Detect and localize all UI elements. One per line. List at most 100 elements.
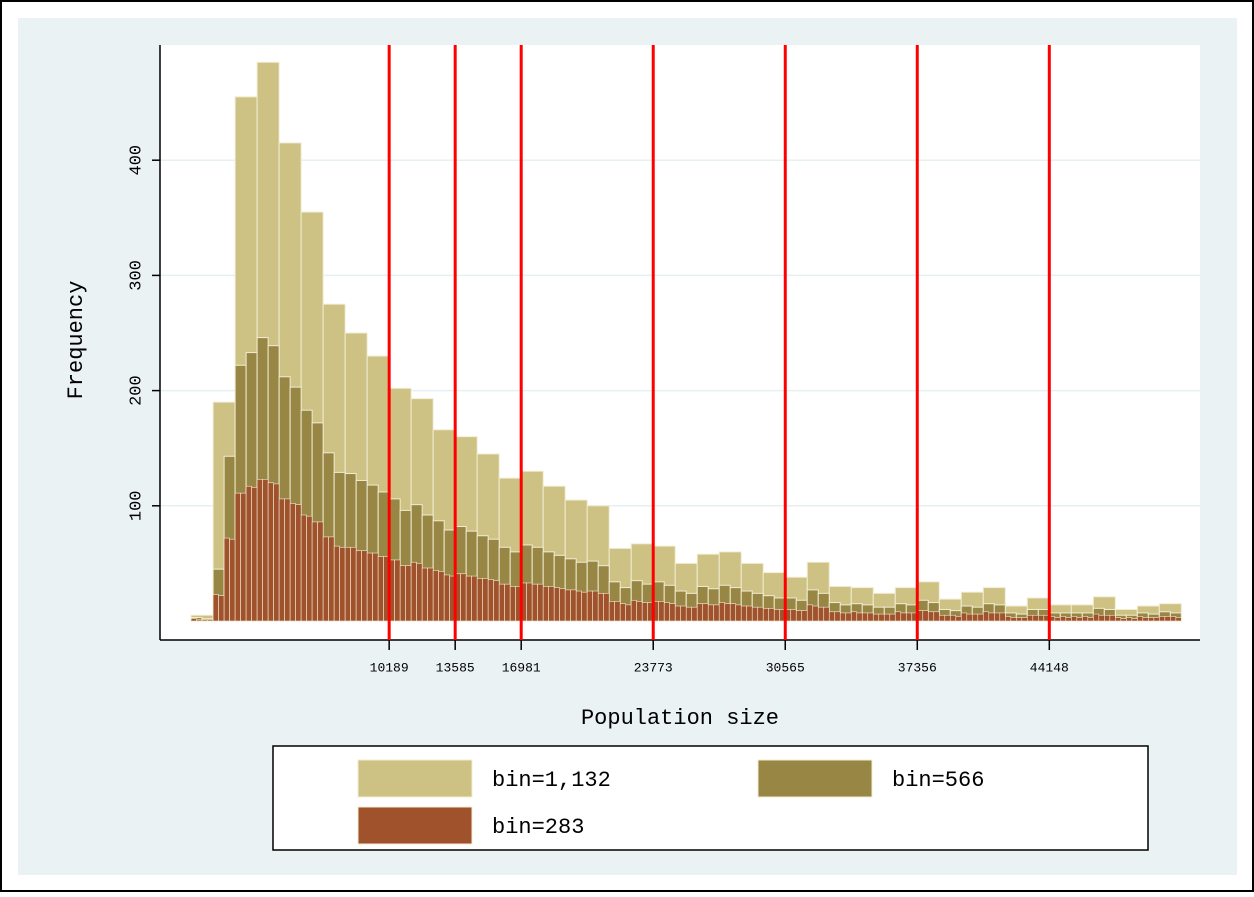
histogram-bar (278, 498, 285, 622)
histogram-bar (416, 563, 423, 622)
histogram-bar (1082, 616, 1089, 622)
histogram-bar (905, 612, 913, 622)
histogram-bar (1065, 617, 1072, 622)
histogram-bar (1109, 614, 1116, 622)
histogram-bar (223, 537, 230, 622)
histogram-bar (735, 604, 742, 622)
histogram-bar (762, 608, 770, 622)
axes: 100 200 300 400 10189 13585 16981 23773 30565 373… (127, 45, 1200, 675)
histogram-bar (878, 613, 885, 622)
y-tick-label: 200 (127, 375, 146, 406)
histogram-bar (1010, 617, 1017, 622)
histogram-bar (493, 580, 500, 622)
histogram-bar (1093, 613, 1100, 622)
histogram-bar (218, 595, 225, 622)
histogram-bar (955, 616, 962, 622)
histogram-bar (746, 605, 753, 622)
histogram-bar (966, 613, 973, 622)
y-tick-label: 300 (127, 260, 146, 291)
histogram-bar (1137, 616, 1144, 622)
histogram-bar (872, 613, 880, 622)
histogram-bar (988, 612, 995, 622)
histogram-bar (889, 613, 896, 622)
histogram-bar (1015, 617, 1023, 622)
histogram-bar (696, 603, 704, 622)
histogram-bar (212, 594, 219, 622)
histogram-bar (982, 611, 990, 622)
histogram-bar (581, 591, 588, 622)
histogram-bar (663, 602, 671, 622)
histogram-bar (317, 521, 324, 622)
histogram-bar (487, 579, 494, 622)
histogram-bar (394, 559, 401, 622)
histogram-bar (355, 550, 362, 622)
histogram-bar (322, 536, 329, 622)
histogram-bar (432, 570, 439, 622)
histogram-bar (960, 612, 968, 622)
histogram-bar (245, 485, 252, 622)
histogram-bar (1027, 614, 1034, 622)
histogram-bar (526, 582, 533, 622)
x-tick-label: 13585 (436, 660, 475, 675)
histogram-bar (949, 614, 957, 622)
x-tick-label: 37356 (898, 660, 937, 675)
histogram-bar (509, 586, 516, 622)
y-tick-label: 100 (127, 490, 146, 521)
histogram-bar (938, 614, 946, 622)
legend-swatch (757, 759, 873, 798)
histogram-bar (399, 565, 406, 622)
histogram-bar (724, 603, 731, 622)
histogram-bar (790, 609, 797, 622)
histogram-bar (1159, 616, 1166, 622)
histogram-bar (839, 612, 847, 622)
histogram-bar (465, 575, 472, 622)
histogram-bar (1054, 617, 1061, 622)
histogram-bar (229, 538, 236, 622)
histogram-bar (377, 556, 384, 622)
histogram-bar (542, 586, 549, 622)
histogram-bar (713, 604, 720, 622)
histogram-bar (834, 611, 841, 622)
histogram-bar (328, 536, 335, 622)
histogram-bar (927, 611, 935, 622)
histogram-bar (1060, 616, 1067, 622)
histogram-bar (421, 567, 428, 622)
histogram-bar (1071, 616, 1078, 622)
histogram-bar (861, 612, 869, 622)
histogram-bar (273, 483, 280, 622)
histogram-bar (256, 479, 263, 622)
histogram-bar (344, 546, 351, 622)
legend-items: bin=1,132 bin=566 bin=283 (357, 759, 984, 845)
histogram-bar (608, 601, 616, 622)
histogram-bar (933, 611, 940, 622)
histogram-bar (641, 602, 649, 622)
histogram-bar (658, 601, 665, 622)
histogram-bar (685, 606, 693, 622)
histogram-bar (806, 604, 814, 622)
histogram-bar (405, 565, 412, 622)
histogram-bar (1170, 616, 1177, 622)
legend-swatch (357, 759, 473, 798)
histogram-bar (1032, 614, 1039, 622)
histogram-bar (977, 613, 984, 622)
histogram-bar (553, 587, 560, 622)
histogram-bar (295, 504, 302, 622)
histogram-bar (531, 583, 538, 622)
histogram-bar (768, 608, 775, 622)
histogram-bar (1153, 617, 1160, 622)
histogram-bar (476, 578, 483, 622)
histogram-bar (680, 605, 687, 622)
x-tick-label: 23773 (634, 660, 673, 675)
histogram-bar (1164, 616, 1171, 622)
y-axis-title: Frequency (64, 281, 89, 400)
histogram-bar (284, 498, 291, 622)
histogram-bar (999, 612, 1006, 622)
histogram-bar (883, 613, 891, 622)
histogram-bar (190, 618, 197, 622)
histogram-bar (718, 602, 726, 622)
histogram-bar (669, 603, 676, 622)
histogram-bar (438, 571, 445, 622)
bars (190, 61, 1182, 622)
x-tick-label: 16981 (502, 660, 541, 675)
